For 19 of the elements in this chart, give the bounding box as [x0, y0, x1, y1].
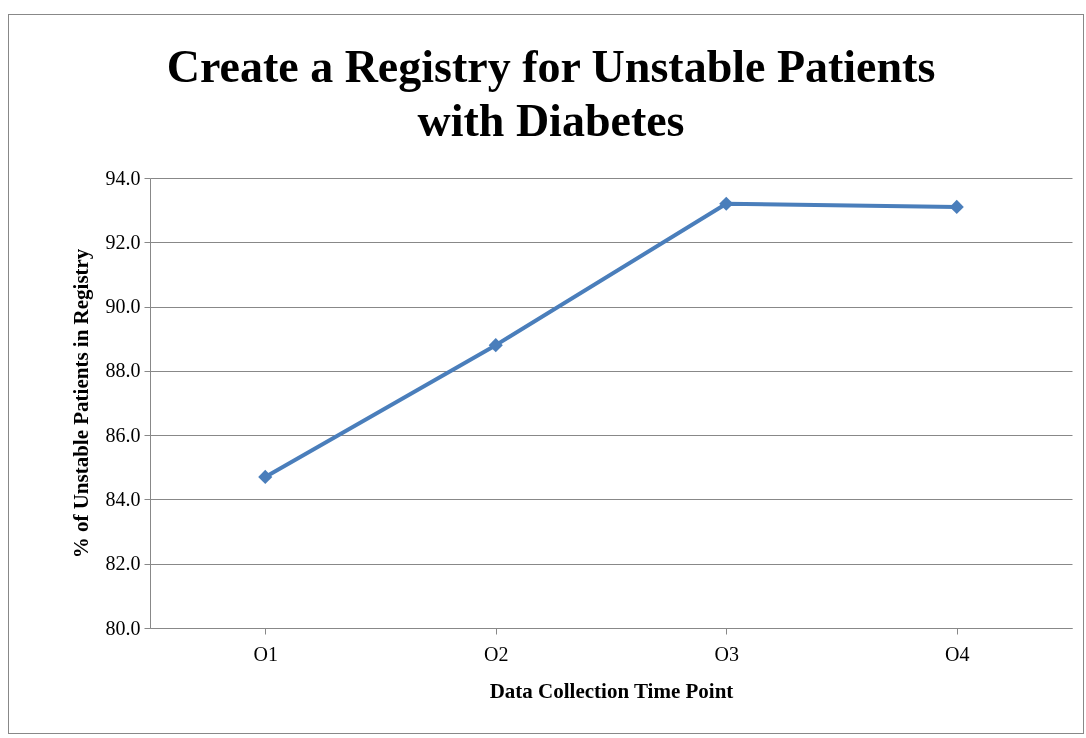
y-tick-label: 82.0: [105, 552, 141, 575]
y-tick-label: 92.0: [105, 230, 141, 253]
x-tick-label: O1: [253, 642, 278, 665]
point: [719, 196, 734, 211]
x-tick-label: O3: [714, 642, 739, 665]
x-tick-label: O2: [484, 642, 509, 665]
y-axis-title: % of Unstable Patients in Registry: [68, 248, 93, 559]
point: [949, 199, 964, 214]
y-tick-label: 94.0: [105, 166, 141, 189]
y-tick-label: 86.0: [105, 423, 141, 446]
point: [258, 469, 273, 484]
y-tick-label: 84.0: [105, 487, 141, 510]
x-tick-label: O4: [945, 642, 970, 665]
y-tick-label: 88.0: [105, 359, 141, 382]
y-tick-label: 80.0: [105, 616, 141, 639]
point: [488, 338, 503, 353]
chart-title: Create a Registry for Unstable Patients with Diabetes: [166, 41, 936, 146]
y-tick-label: 90.0: [105, 295, 141, 318]
x-axis-title: Data Collection Time Point: [489, 678, 734, 703]
